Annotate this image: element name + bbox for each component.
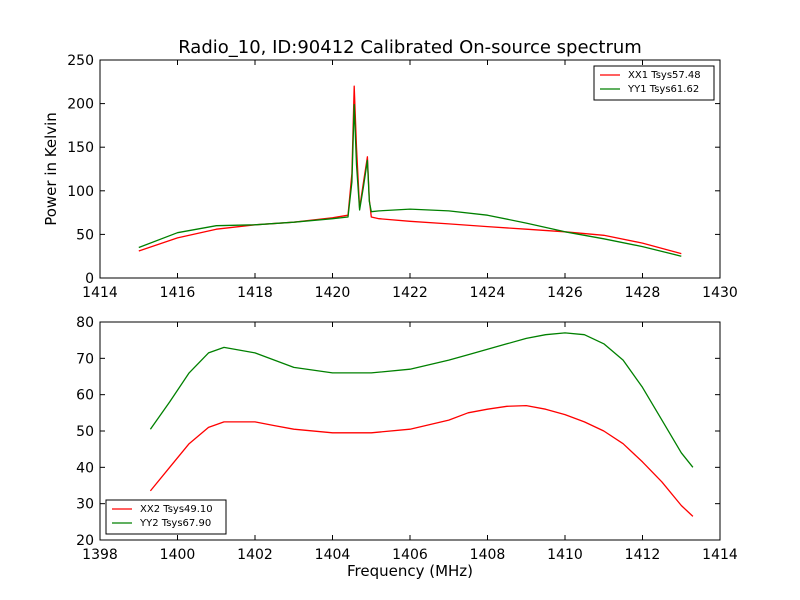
- bottom-chart-xtick-label: 1398: [82, 547, 118, 563]
- bottom-chart-ytick-label: 20: [76, 533, 94, 549]
- top-chart-xtick-label: 1430: [702, 285, 738, 301]
- top-chart-xtick-label: 1418: [237, 285, 273, 301]
- chart-title: Radio_10, ID:90412 Calibrated On-source …: [178, 37, 642, 58]
- top-chart-series-layer: [138, 85, 682, 257]
- top-chart-ytick-label: 50: [76, 227, 94, 243]
- top-chart-ytick-label: 150: [67, 140, 94, 156]
- bottom-chart-xtick-label: 1400: [160, 547, 196, 563]
- top-chart-xtick-label: 1424: [470, 285, 506, 301]
- bottom-chart-xtick-label: 1402: [237, 547, 273, 563]
- bottom-chart-ytick-label: 80: [76, 315, 94, 331]
- legend-label-yy1: YY1 Tsys61.62: [627, 84, 699, 95]
- bottom-chart-series-layer: [149, 332, 694, 517]
- bottom-chart-xtick-label: 1412: [625, 547, 661, 563]
- top-chart-xtick-label: 1416: [160, 285, 196, 301]
- bottom-chart-ticks: 1398 1400 1402 1404 1406 1408 1410 1412 1414 20 30…: [76, 315, 738, 563]
- top-chart-xtick-label: 1422: [392, 285, 428, 301]
- bottom-chart-ytick-label: 30: [76, 497, 94, 513]
- bottom-chart-xtick-label: 1410: [547, 547, 583, 563]
- top-chart-ylabel: Power in Kelvin: [42, 112, 60, 226]
- bottom-chart: 1398 1400 1402 1404 1406 1408 1410 1412 1414 20 30…: [76, 315, 738, 580]
- top-chart-ytick-label: 0: [85, 271, 94, 287]
- top-chart-xtick-label: 1414: [82, 285, 118, 301]
- bottom-chart-ytick-label: 60: [76, 388, 94, 404]
- top-chart-xtick-label: 1428: [625, 285, 661, 301]
- bottom-chart-legend: XX2 Tsys49.10 YY2 Tsys67.90: [105, 499, 227, 535]
- bottom-chart-ytick-label: 40: [76, 460, 94, 476]
- bottom-chart-xtick-label: 1408: [470, 547, 506, 563]
- top-chart-legend-box: [593, 65, 715, 101]
- bottom-chart-series-line-1: [149, 404, 694, 517]
- bottom-chart-xtick-label: 1414: [702, 547, 738, 563]
- top-chart-ytick-label: 250: [67, 53, 94, 69]
- bottom-chart-xtick-label: 1406: [392, 547, 428, 563]
- top-chart-ytick-label: 100: [67, 184, 94, 200]
- bottom-chart-ytick-label: 50: [76, 424, 94, 440]
- bottom-chart-series-line-2: [149, 332, 694, 468]
- top-chart-xtick-label: 1420: [315, 285, 351, 301]
- top-chart: 1414 1416 1418 1420 1422 1424 1426 1428 1430 0 50 1…: [42, 53, 738, 301]
- top-chart-legend: XX1 Tsys57.48 YY1 Tsys61.62: [593, 65, 715, 101]
- bottom-chart-xlabel: Frequency (MHz): [347, 562, 473, 580]
- bottom-chart-xtick-label: 1404: [315, 547, 351, 563]
- legend-label-yy2: YY2 Tsys67.90: [139, 518, 211, 529]
- legend-label-xx1: XX1 Tsys57.48: [628, 70, 701, 81]
- legend-label-xx2: XX2 Tsys49.10: [140, 504, 213, 515]
- top-chart-series-line-2: [138, 103, 682, 257]
- top-chart-xtick-label: 1426: [547, 285, 583, 301]
- top-chart-ticks: 1414 1416 1418 1420 1422 1424 1426 1428 1430 0 50 1…: [67, 53, 738, 301]
- top-chart-ytick-label: 200: [67, 97, 94, 113]
- bottom-chart-legend-box: [105, 499, 227, 535]
- bottom-chart-ytick-label: 70: [76, 351, 94, 367]
